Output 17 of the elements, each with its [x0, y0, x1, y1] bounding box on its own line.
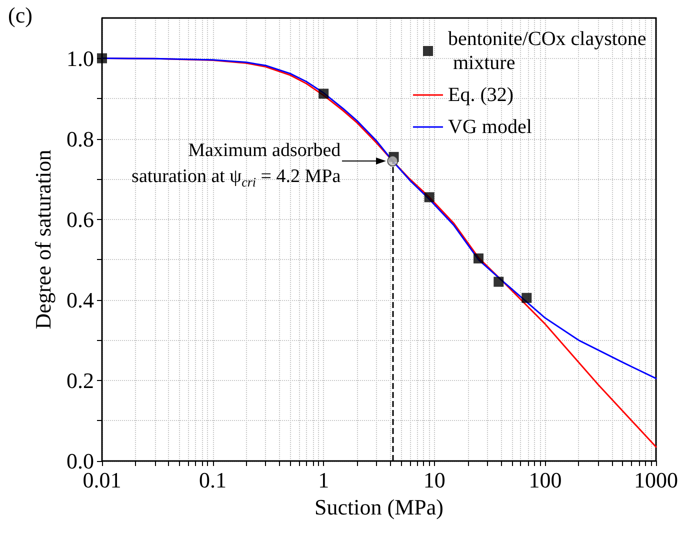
- legend-label: bentonite/COx claystone mixture: [448, 28, 646, 74]
- x-tick-label: 1000: [634, 468, 678, 492]
- y-axis-title: Degree of saturation: [30, 150, 56, 330]
- annotation: Maximum adsorbed saturation at ψ$_{cri}$ = 4.2 MPa: [132, 138, 341, 192]
- y-tick-label: 1.0: [66, 46, 94, 71]
- x-tick-label: 1: [318, 468, 330, 492]
- x-axis-title: Suction (MPa): [314, 494, 444, 520]
- y-tick-label: 0.4: [66, 287, 94, 312]
- y-tick-label: 0.6: [66, 206, 94, 232]
- y-tick-label: 0.8: [66, 126, 94, 152]
- text: (c): [8, 2, 32, 28]
- legend-label: VG model: [448, 116, 532, 138]
- legend-label: Eq. (32): [448, 84, 514, 106]
- x-tick-label: 10: [423, 468, 446, 492]
- x-tick-label: 0.1: [199, 468, 227, 492]
- x-tick-label: 100: [528, 468, 562, 492]
- y-tick-label: 0.2: [66, 368, 94, 393]
